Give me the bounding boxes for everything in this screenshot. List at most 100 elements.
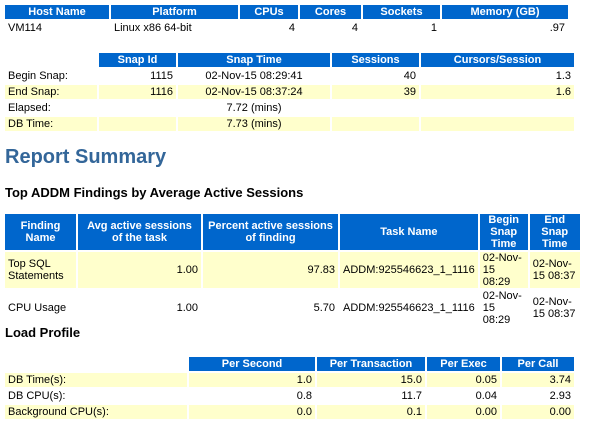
header-cell: Memory (GB) — [442, 5, 568, 19]
cell: Background CPU(s): — [8, 406, 109, 418]
cell: 0.05 — [475, 374, 497, 386]
header-cell: Per Second — [189, 357, 315, 371]
cell — [99, 101, 176, 115]
header-cell: Percent active sessions of finding — [203, 214, 338, 250]
cell: 1115 — [150, 70, 173, 82]
cell: 0.8 — [296, 390, 312, 402]
table-row: Elapsed: 7.72 (mins) — [5, 101, 574, 115]
section-subtitle: Top ADDM Findings by Average Active Sess… — [5, 185, 304, 200]
table: Per Second Per Transaction Per Exec Per Cal… — [3, 355, 576, 421]
header-cell: Task Name — [340, 214, 478, 250]
cell: 1.00 — [176, 302, 198, 314]
header-cell: Per Transaction — [317, 357, 425, 371]
cell: Linux x86 64-bit — [114, 22, 192, 34]
header-cell: Platform — [111, 5, 238, 19]
table: Host Name Platform CPUs Cores Sockets Memory … — [3, 3, 570, 37]
cell — [99, 117, 176, 131]
cell: 02-Nov-15 08:29 — [482, 290, 522, 326]
cell — [332, 117, 419, 131]
table: Finding Name Avg active sessions of the t… — [3, 212, 582, 328]
header-cell: Snap Time — [178, 53, 330, 67]
cell: 39 — [403, 86, 416, 98]
cell: VM114 — [8, 22, 43, 34]
cell: 2.93 — [549, 390, 571, 402]
table-row: DB Time: 7.73 (mins) — [5, 117, 574, 131]
table-row: End Snap: 1116 02-Nov-15 08:37:24 39 1.6 — [5, 85, 574, 99]
cell: 11.7 — [401, 390, 422, 402]
blank-cell — [5, 357, 187, 371]
blank-cell — [5, 53, 97, 67]
cell: 15.0 — [400, 374, 422, 386]
cell: 7.73 (mins) — [226, 118, 282, 130]
cell — [421, 117, 574, 131]
header-cell: End Snap Time — [529, 214, 580, 250]
cell: 0.04 — [475, 390, 497, 402]
cell: DB Time: — [8, 118, 54, 130]
cell: 5.70 — [313, 302, 335, 314]
cell: Top SQL Statements — [8, 258, 64, 282]
header-row: Host Name Platform CPUs Cores Sockets Memory … — [5, 5, 568, 19]
cell: End Snap: — [8, 86, 60, 98]
header-cell: Per Call — [502, 357, 574, 371]
table-row: Top SQL Statements 1.00 97.83 ADDM:92554662… — [5, 252, 580, 288]
header-cell: Host Name — [5, 5, 109, 19]
cell: 0.00 — [549, 406, 571, 418]
header-row: Snap Id Snap Time Sessions Cursors/Session — [5, 53, 574, 67]
cell: 1.3 — [555, 70, 571, 82]
cell: ADDM:925546623_1_1116 — [343, 302, 475, 314]
header-row: Finding Name Avg active sessions of the t… — [5, 214, 580, 250]
cell: 0.00 — [475, 406, 497, 418]
cell: CPU Usage — [8, 302, 67, 314]
table-row: DB Time(s): 1.0 15.0 0.05 3.74 — [5, 373, 574, 387]
header-cell: Begin Snap Time — [479, 214, 528, 250]
header-row: Per Second Per Transaction Per Exec Per Cal… — [5, 357, 574, 371]
table-body: Finding Name Avg active sessions of the t… — [5, 214, 580, 326]
table-row: Begin Snap: 1115 02-Nov-15 08:29:41 40 1.3 — [5, 69, 574, 83]
cell: 3.74 — [549, 374, 571, 386]
cell: Begin Snap: — [8, 70, 68, 82]
cell: 1.00 — [176, 264, 198, 276]
cell: 02-Nov-15 08:37:24 — [205, 86, 303, 98]
cell: 1.6 — [555, 86, 571, 98]
cell: 4 — [288, 22, 295, 34]
cell: 4 — [351, 22, 358, 34]
header-cell: Per Exec — [427, 357, 500, 371]
section-subtitle: Load Profile — [5, 325, 81, 340]
section-title: Report Summary — [5, 146, 167, 168]
cell: 1.0 — [296, 374, 312, 386]
cell: 0.1 — [406, 406, 422, 418]
header-cell: Snap Id — [99, 53, 176, 67]
cell: 97.83 — [307, 264, 335, 276]
table-body: Snap Id Snap Time Sessions Cursors/Session B… — [5, 53, 574, 131]
cell: DB Time(s): — [8, 374, 67, 386]
cell: 02-Nov-15 08:37 — [532, 258, 576, 282]
cell: 1 — [430, 22, 437, 34]
table: Snap Id Snap Time Sessions Cursors/Session B… — [3, 51, 576, 133]
table-row: VM114 Linux x86 64-bit 4 4 1 .97 — [5, 21, 568, 35]
cell: 02-Nov-15 08:37 — [532, 296, 576, 320]
cell: .97 — [549, 22, 565, 34]
cell: DB CPU(s): — [8, 390, 66, 402]
cell: ADDM:925546623_1_1116 — [343, 264, 475, 276]
header-cell: Finding Name — [5, 214, 76, 250]
cell — [332, 101, 419, 115]
table-row: DB CPU(s): 0.8 11.7 0.04 2.93 — [5, 389, 574, 403]
header-cell: CPUs — [240, 5, 298, 19]
header-cell: Avg active sessions of the task — [78, 214, 201, 250]
cell: 02-Nov-15 08:29 — [482, 252, 522, 288]
table-body: Host Name Platform CPUs Cores Sockets Memory … — [5, 5, 568, 35]
header-cell: Cursors/Session — [421, 53, 574, 67]
cell — [421, 101, 574, 115]
header-cell: Sessions — [332, 53, 419, 67]
table-body: Per Second Per Transaction Per Exec Per Cal… — [5, 357, 574, 419]
cell: 1116 — [150, 86, 173, 98]
header-cell: Sockets — [363, 5, 440, 19]
table-row: Background CPU(s): 0.0 0.1 0.00 0.00 — [5, 405, 574, 419]
cell: Elapsed: — [8, 102, 51, 114]
cell: 7.72 (mins) — [226, 102, 282, 114]
header-cell: Cores — [300, 5, 361, 19]
cell: 0.0 — [296, 406, 312, 418]
table-row: CPU Usage 1.00 5.70 ADDM:925546623_1_1116 02… — [5, 290, 580, 326]
